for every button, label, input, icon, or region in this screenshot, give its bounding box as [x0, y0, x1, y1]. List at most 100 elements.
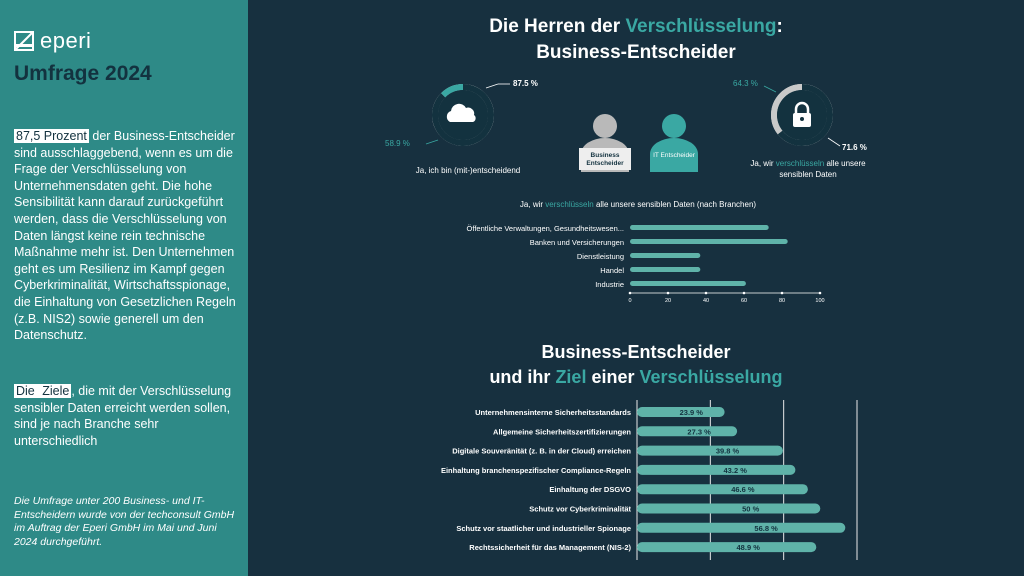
goals-category-label: Schutz vor Cyberkriminalität	[529, 505, 631, 514]
heading-top-pre: Die Herren der	[489, 16, 626, 37]
goals-highlight: Ziele	[40, 384, 72, 398]
sidebar: eperi Umfrage 2024 87,5 Prozent der Busi…	[0, 0, 248, 576]
goals-bar-value-label: 39.8 %	[716, 447, 740, 456]
donut-right	[763, 84, 841, 147]
heading-top-post: :	[776, 16, 783, 37]
goals-bar	[637, 503, 821, 514]
it-person-icon	[650, 114, 698, 172]
goals-bar	[637, 426, 738, 437]
industry-category-label: Banken und Versicherungen	[530, 238, 624, 247]
industry-tick-label: 60	[741, 298, 747, 304]
main-infographic: Die Herren der Verschlüsselung: Business…	[248, 0, 1024, 576]
donut-left	[425, 83, 510, 146]
donut-left-top-leader	[485, 83, 499, 89]
industry-category-label: Öffentliche Verwaltungen, Gesundheitswes…	[467, 224, 624, 233]
survey-title: Umfrage 2024	[14, 62, 152, 85]
intro-text: der Business-Entscheider sind ausschlagg…	[14, 129, 236, 343]
top-graphics: Öffentliche Verwaltungen, Gesundheitswes…	[425, 83, 841, 304]
goals-chart-area: Unternehmensinterne Sicherheitsstandards…	[441, 400, 858, 560]
donut-right-arc-accent	[771, 84, 803, 135]
industry-tick-dot	[742, 291, 746, 295]
lock-icon	[793, 101, 811, 127]
goals-bar-value-label: 50 %	[742, 505, 759, 514]
logo: eperi	[14, 28, 91, 54]
goals-bar	[637, 522, 846, 533]
industry-category-label: Industrie	[595, 280, 624, 289]
industry-tick-dot	[666, 291, 670, 295]
heading-bottom-accent1: Ziel	[555, 367, 587, 387]
goals-bar-value-label: 43.2 %	[724, 466, 748, 475]
industry-tick-dot	[704, 291, 708, 295]
donut-right-caption-pre: Ja, wir	[750, 159, 776, 168]
industry-tick-label: 80	[779, 298, 785, 304]
donut-right-caption-line2: sensiblen Daten	[779, 170, 837, 179]
heading-bottom-mid: einer	[586, 367, 640, 387]
business-person-label: Business Entscheider	[586, 152, 624, 167]
donut-right-value-side: 71.6 %	[842, 143, 867, 152]
business-person-icon	[579, 114, 631, 172]
heading-bottom-accent2: Verschlüsselung	[639, 367, 783, 387]
goals-category-label: Einhaltung branchenspezifischer Complian…	[441, 466, 631, 475]
industry-bar	[630, 281, 746, 286]
intro-paragraph: 87,5 Prozent der Business-Entscheider si…	[14, 128, 240, 344]
goals-bar-value-label: 23.9 %	[680, 408, 704, 417]
industry-tick-dot	[628, 291, 632, 295]
donut-left-arc-accent	[441, 84, 464, 98]
industry-bar-chart: Öffentliche Verwaltungen, Gesundheitswes…	[467, 224, 825, 304]
industry-category-label: Handel	[600, 266, 624, 275]
goals-bar	[637, 407, 725, 417]
heading-bottom: Business-Entscheider und ihr Ziel einer …	[248, 340, 1024, 390]
industry-tick-dot	[780, 291, 784, 295]
eperi-logo-icon	[14, 31, 34, 51]
goals-category-label: Allgemeine Sicherheitszertifizierungen	[493, 427, 631, 436]
donut-right-caption: Ja, wir verschlüsseln alle unsere sensibl…	[738, 158, 878, 180]
goals-bar	[637, 484, 808, 495]
goals-bar-value-label: 46.6 %	[731, 485, 755, 494]
industry-tick-dot	[818, 291, 822, 295]
industry-bar	[630, 253, 701, 258]
donut-right-caption-post: alle unsere	[824, 159, 866, 168]
industry-tick-label: 20	[665, 298, 671, 304]
industry-bar	[630, 225, 769, 230]
heading-bottom-pre: und ihr	[489, 367, 556, 387]
survey-note: Die Umfrage unter 200 Business- und IT-E…	[14, 495, 235, 548]
goals-category-label: Einhaltung der DSGVO	[549, 485, 631, 494]
goals-bar	[637, 542, 817, 553]
heading-top-line2: Business-Entscheider	[536, 42, 736, 63]
heading-top: Die Herren der Verschlüsselung: Business…	[248, 14, 1024, 66]
goals-bar-value-label: 27.3 %	[687, 427, 711, 436]
goals-category-label: Rechtssicherheit für das Management (NIS…	[469, 543, 631, 552]
industry-bar	[630, 239, 788, 244]
industry-chart-title-post: alle unsere sensiblen Daten (nach Branch…	[593, 200, 757, 209]
industry-tick-label: 0	[628, 298, 631, 304]
goals-category-label: Digitale Souveränität (z. B. in der Clou…	[452, 447, 631, 456]
intro-highlight: 87,5 Prozent	[14, 129, 89, 143]
cloud-icon	[446, 103, 476, 122]
goals-bar	[637, 464, 796, 475]
industry-tick-label: 100	[815, 298, 824, 304]
donut-right-top-leader	[763, 85, 777, 93]
heading-top-accent: Verschlüsselung	[625, 16, 777, 37]
donut-left-arc-main	[432, 84, 494, 146]
it-person-label: IT Entscheider	[653, 152, 695, 159]
donut-right-value-top: 64.3 %	[733, 79, 758, 88]
industry-chart-title-accent: verschlüsseln	[545, 200, 594, 209]
donut-left-side-leader	[425, 139, 439, 145]
industry-chart-title-pre: Ja, wir	[519, 200, 546, 209]
goals-bar-value-label: 56.8 %	[754, 524, 778, 533]
donut-left-value-side: 58.9 %	[385, 139, 410, 148]
goals-pre: Die	[14, 384, 41, 398]
industry-category-label: Dienstleistung	[577, 252, 624, 261]
heading-bottom-line1: Business-Entscheider	[541, 342, 731, 362]
goals-paragraph: Die Ziele, die mit der Verschlüsselung s…	[14, 383, 240, 449]
donut-right-caption-accent: verschlüsseln	[775, 159, 825, 168]
donut-right-side-leader	[827, 137, 841, 147]
goals-category-label: Unternehmensinterne Sicherheitsstandards	[475, 408, 631, 417]
donut-right-arc-main	[777, 84, 833, 146]
goals-bar	[637, 445, 783, 456]
goals-category-label: Schutz vor staatlicher und industrieller…	[456, 524, 631, 533]
industry-tick-label: 40	[703, 298, 709, 304]
donut-left-value-top: 87.5 %	[513, 79, 538, 88]
goals-text: , die mit der Verschlüsselung sensibler …	[14, 384, 232, 448]
goals-bar-value-label: 48.9 %	[737, 543, 761, 552]
